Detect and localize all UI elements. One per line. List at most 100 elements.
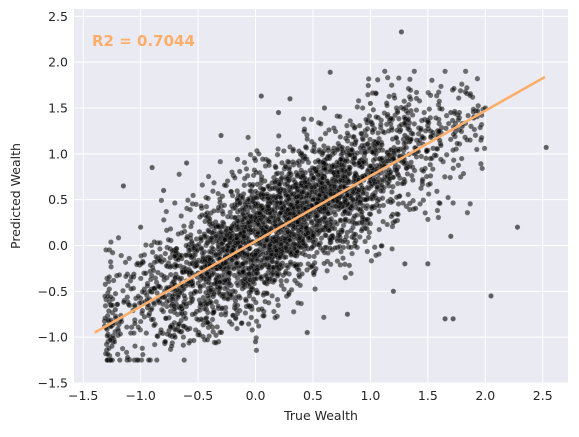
cloud-point — [229, 192, 236, 199]
data-point — [206, 256, 213, 262]
cloud-point — [226, 319, 233, 325]
cloud-point — [250, 296, 257, 302]
cloud-point — [110, 277, 117, 284]
x-tick-label: 0.5 — [303, 388, 323, 403]
cloud-point — [211, 208, 217, 214]
data-point — [172, 274, 178, 281]
cloud-point — [344, 122, 350, 129]
cloud-point — [279, 160, 285, 166]
cloud-point — [429, 77, 435, 84]
y-tick-label: 2.0 — [48, 55, 68, 70]
cloud-point — [459, 155, 465, 162]
cloud-point — [358, 228, 365, 234]
cloud-point — [217, 199, 223, 206]
cloud-point — [149, 306, 155, 312]
cloud-point — [346, 166, 353, 172]
cloud-point — [460, 170, 467, 177]
cloud-point — [123, 349, 130, 356]
data-point — [273, 238, 279, 244]
cloud-point — [167, 324, 174, 330]
cloud-point — [226, 270, 232, 276]
cloud-point — [187, 253, 194, 259]
data-point — [321, 206, 328, 212]
cloud-point — [456, 95, 462, 101]
cloud-point — [203, 214, 210, 220]
cloud-point — [248, 314, 255, 321]
cloud-point — [207, 287, 214, 293]
cloud-point — [256, 151, 262, 157]
cloud-point — [338, 200, 344, 207]
cloud-point — [344, 229, 350, 236]
cloud-point — [103, 247, 109, 253]
cloud-point — [228, 292, 235, 298]
cloud-point — [193, 260, 199, 266]
data-point — [448, 109, 454, 116]
cloud-point — [112, 291, 119, 297]
cloud-point — [315, 157, 321, 164]
cloud-point — [318, 235, 325, 241]
cloud-point — [151, 259, 158, 266]
cloud-point — [337, 238, 343, 244]
cloud-point — [309, 148, 316, 154]
cloud-point — [342, 216, 348, 223]
cloud-point — [215, 223, 221, 230]
cloud-point — [290, 146, 296, 153]
cloud-point — [337, 217, 343, 223]
cloud-point — [407, 76, 413, 83]
cloud-point — [346, 262, 352, 269]
cloud-point — [413, 107, 420, 113]
cloud-point — [285, 183, 291, 190]
cloud-point — [395, 180, 401, 187]
cloud-point — [107, 337, 114, 343]
y-axis-label: Predicted Wealth — [8, 143, 23, 249]
cloud-point — [260, 156, 266, 162]
cloud-point — [213, 251, 219, 258]
cloud-point — [189, 270, 195, 276]
cloud-point — [164, 298, 170, 305]
cloud-point — [355, 98, 362, 104]
cloud-point — [356, 187, 362, 193]
cloud-point — [251, 155, 258, 162]
cloud-point — [253, 287, 260, 294]
cloud-point — [315, 172, 322, 178]
cloud-point — [366, 229, 373, 236]
cloud-point — [389, 82, 395, 88]
cloud-point — [308, 116, 315, 123]
cloud-point — [299, 271, 305, 277]
data-point — [367, 100, 374, 107]
cloud-point — [259, 306, 265, 312]
cloud-point — [451, 157, 457, 163]
cloud-point — [173, 245, 180, 252]
cloud-point — [304, 136, 310, 142]
cloud-point — [337, 113, 343, 120]
cloud-point — [106, 278, 112, 285]
data-point — [448, 233, 454, 240]
cloud-point — [290, 223, 296, 229]
cloud-point — [379, 182, 385, 189]
cloud-point — [434, 207, 441, 214]
cloud-point — [393, 135, 400, 141]
cloud-point — [180, 342, 187, 348]
cloud-point — [459, 81, 465, 87]
y-tick-label: −1.0 — [38, 330, 68, 345]
cloud-point — [392, 218, 398, 225]
cloud-point — [124, 324, 130, 330]
cloud-point — [242, 175, 248, 182]
cloud-point — [245, 196, 251, 202]
cloud-point — [264, 237, 270, 243]
cloud-point — [373, 90, 379, 97]
cloud-point — [132, 302, 138, 308]
cloud-point — [475, 103, 481, 109]
cloud-point — [380, 129, 386, 135]
cloud-point — [438, 142, 444, 149]
cloud-point — [162, 339, 169, 345]
cloud-point — [218, 241, 225, 247]
cloud-point — [143, 242, 149, 248]
data-point — [436, 128, 443, 134]
cloud-point — [412, 205, 419, 212]
cloud-point — [178, 304, 184, 310]
cloud-point — [294, 199, 300, 205]
cloud-point — [427, 92, 434, 99]
cloud-point — [221, 202, 228, 209]
cloud-point — [197, 307, 203, 313]
